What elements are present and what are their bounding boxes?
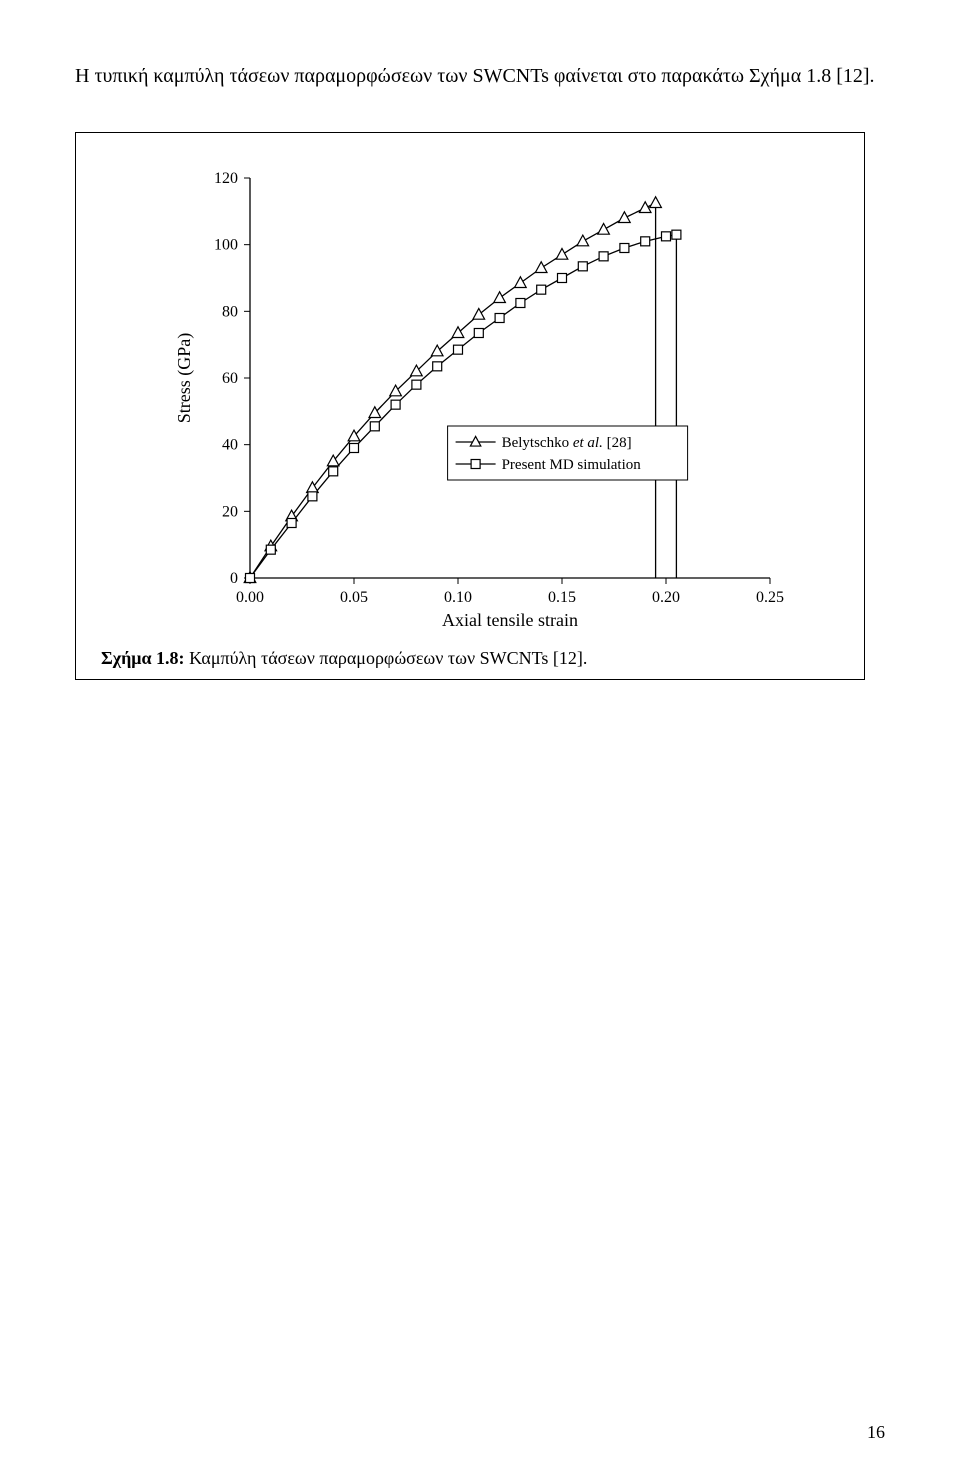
figure-caption: Σχήμα 1.8: Καμπύλη τάσεων παραμορφώσεων … [96,648,844,669]
svg-text:80: 80 [222,303,238,320]
svg-text:Belytschko et al. [28]: Belytschko et al. [28] [502,435,632,451]
figure-box: 0.00 0.05 0.10 0.15 0.20 0.25 0 20 40 60 80 100 120 A… [75,132,865,680]
svg-text:0.25: 0.25 [756,589,784,606]
svg-text:0.20: 0.20 [652,589,680,606]
svg-text:0.05: 0.05 [340,589,368,606]
svg-text:0.15: 0.15 [548,589,576,606]
svg-text:60: 60 [222,370,238,387]
caption-label: Σχήμα 1.8: [101,648,185,668]
stress-strain-chart: 0.00 0.05 0.10 0.15 0.20 0.25 0 20 40 60 80 100 120 A… [150,158,790,633]
svg-text:Present MD simulation: Present MD simulation [502,457,642,473]
intro-paragraph: Η τυπική καμπύλη τάσεων παραμορφώσεων τω… [75,60,885,92]
svg-text:0.10: 0.10 [444,589,472,606]
svg-text:100: 100 [214,237,238,254]
caption-text: Καμπύλη τάσεων παραμορφώσεων των SWCNTs … [185,648,588,668]
svg-text:0: 0 [230,570,238,587]
page-number: 16 [867,1422,885,1443]
svg-text:120: 120 [214,170,238,187]
svg-text:40: 40 [222,437,238,454]
svg-text:20: 20 [222,503,238,520]
svg-text:Stress (GPa): Stress (GPa) [174,333,195,424]
svg-text:Axial tensile strain: Axial tensile strain [442,610,578,628]
svg-text:0.00: 0.00 [236,589,264,606]
